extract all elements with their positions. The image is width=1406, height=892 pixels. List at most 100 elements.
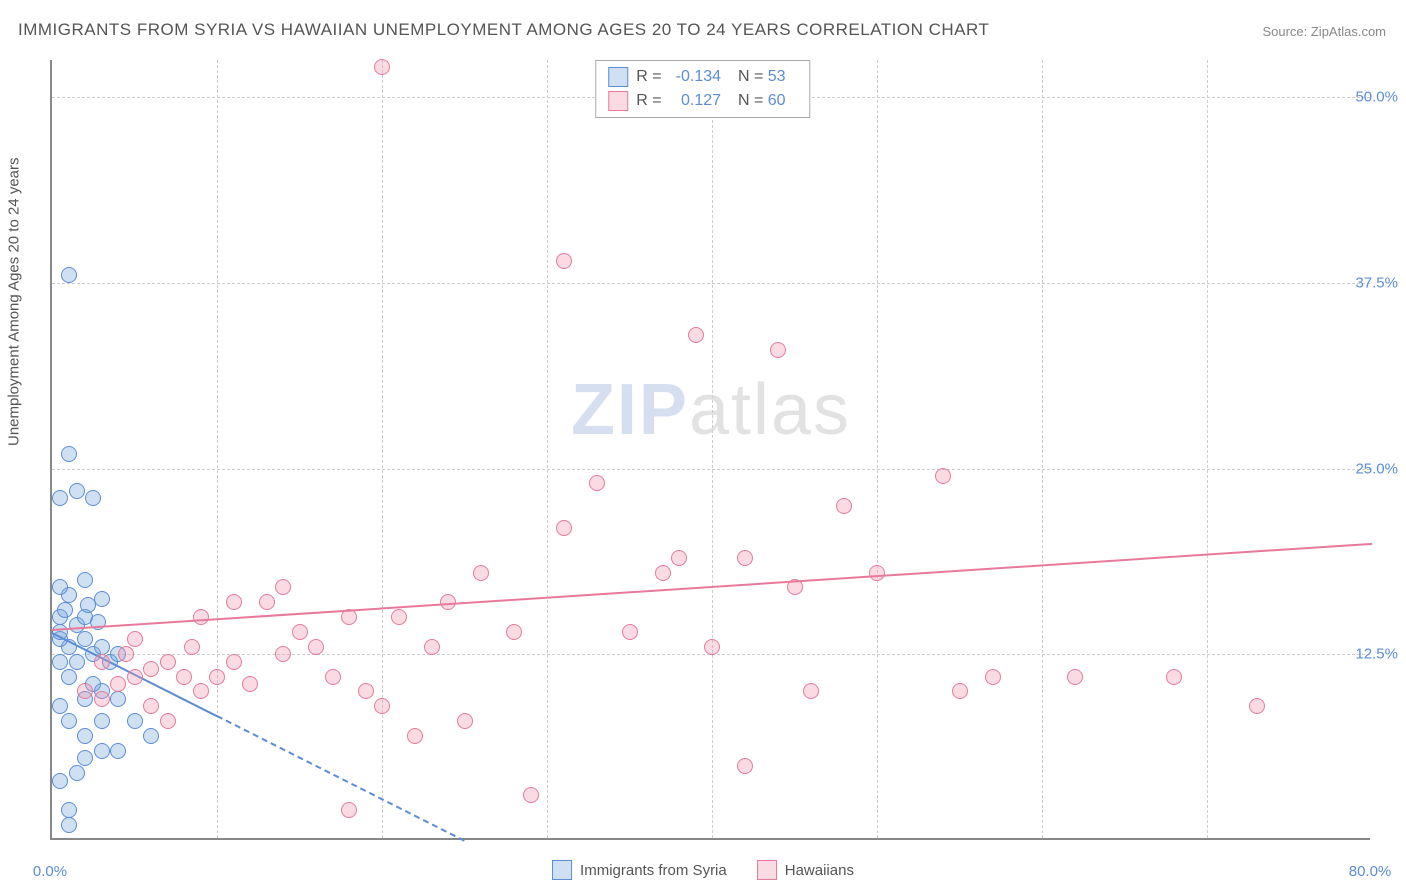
data-point — [61, 713, 77, 729]
data-point — [127, 713, 143, 729]
plot-area: ZIPatlas — [50, 60, 1370, 840]
data-point — [127, 631, 143, 647]
data-point — [506, 624, 522, 640]
data-point — [52, 490, 68, 506]
y-tick-label: 50.0% — [1355, 89, 1398, 106]
grid-line-vertical — [877, 60, 878, 838]
data-point — [242, 676, 258, 692]
data-point — [94, 743, 110, 759]
watermark-zip: ZIP — [571, 370, 689, 450]
legend-series-label: Immigrants from Syria — [580, 862, 727, 879]
data-point — [69, 483, 85, 499]
series-legend: Immigrants from Syria Hawaiians — [552, 860, 854, 880]
data-point — [52, 773, 68, 789]
grid-line-vertical — [217, 60, 218, 838]
legend-series-item: Immigrants from Syria — [552, 860, 727, 880]
data-point — [94, 713, 110, 729]
legend-series-label: Hawaiians — [785, 862, 854, 879]
correlation-legend: R = -0.134 N = 53R = 0.127 N = 60 — [595, 60, 810, 118]
data-point — [952, 683, 968, 699]
grid-line-vertical — [382, 60, 383, 838]
data-point — [52, 698, 68, 714]
grid-line-vertical — [1207, 60, 1208, 838]
data-point — [209, 669, 225, 685]
data-point — [622, 624, 638, 640]
data-point — [110, 676, 126, 692]
data-point — [176, 669, 192, 685]
data-point — [275, 579, 291, 595]
data-point — [737, 550, 753, 566]
data-point — [143, 698, 159, 714]
legend-r-label: R = -0.134 — [636, 65, 721, 89]
legend-r-value: 0.127 — [666, 89, 721, 113]
y-tick-label: 37.5% — [1355, 274, 1398, 291]
data-point — [85, 490, 101, 506]
source-attribution: Source: ZipAtlas.com — [1262, 24, 1386, 39]
grid-line-horizontal — [52, 469, 1370, 470]
data-point — [308, 639, 324, 655]
legend-swatch — [608, 67, 628, 87]
legend-n-value: 60 — [768, 89, 798, 113]
data-point — [407, 728, 423, 744]
data-point — [655, 565, 671, 581]
legend-swatch — [608, 91, 628, 111]
data-point — [118, 646, 134, 662]
data-point — [94, 639, 110, 655]
data-point — [688, 327, 704, 343]
data-point — [556, 520, 572, 536]
data-point — [94, 654, 110, 670]
data-point — [77, 683, 93, 699]
data-point — [1249, 698, 1265, 714]
data-point — [523, 787, 539, 803]
data-point — [69, 765, 85, 781]
legend-stat-row: R = 0.127 N = 60 — [608, 89, 797, 113]
x-tick-label: 80.0% — [1349, 863, 1392, 880]
y-tick-label: 25.0% — [1355, 460, 1398, 477]
grid-line-vertical — [1042, 60, 1043, 838]
data-point — [374, 59, 390, 75]
data-point — [160, 654, 176, 670]
data-point — [61, 817, 77, 833]
legend-r-label: R = 0.127 — [636, 89, 721, 113]
data-point — [110, 743, 126, 759]
data-point — [275, 646, 291, 662]
data-point — [160, 713, 176, 729]
data-point — [292, 624, 308, 640]
data-point — [671, 550, 687, 566]
data-point — [869, 565, 885, 581]
data-point — [94, 691, 110, 707]
data-point — [935, 468, 951, 484]
data-point — [184, 639, 200, 655]
data-point — [69, 654, 85, 670]
data-point — [94, 591, 110, 607]
data-point — [61, 669, 77, 685]
data-point — [457, 713, 473, 729]
data-point — [57, 602, 73, 618]
data-point — [473, 565, 489, 581]
data-point — [110, 691, 126, 707]
data-point — [77, 750, 93, 766]
data-point — [325, 669, 341, 685]
data-point — [77, 728, 93, 744]
legend-r-value: -0.134 — [666, 65, 721, 89]
legend-series-item: Hawaiians — [757, 860, 854, 880]
data-point — [737, 758, 753, 774]
legend-stat-row: R = -0.134 N = 53 — [608, 65, 797, 89]
legend-swatch — [757, 860, 777, 880]
data-point — [52, 654, 68, 670]
data-point — [985, 669, 1001, 685]
data-point — [424, 639, 440, 655]
x-tick-label: 0.0% — [33, 863, 67, 880]
chart-container: IMMIGRANTS FROM SYRIA VS HAWAIIAN UNEMPL… — [0, 0, 1406, 892]
data-point — [374, 698, 390, 714]
trend-line-dashed — [217, 715, 465, 842]
legend-swatch — [552, 860, 572, 880]
data-point — [589, 475, 605, 491]
watermark-atlas: atlas — [689, 370, 851, 450]
data-point — [77, 572, 93, 588]
data-point — [143, 661, 159, 677]
data-point — [193, 683, 209, 699]
legend-n-value: 53 — [768, 65, 798, 89]
data-point — [61, 267, 77, 283]
legend-n-label: N = 53 — [729, 65, 798, 89]
